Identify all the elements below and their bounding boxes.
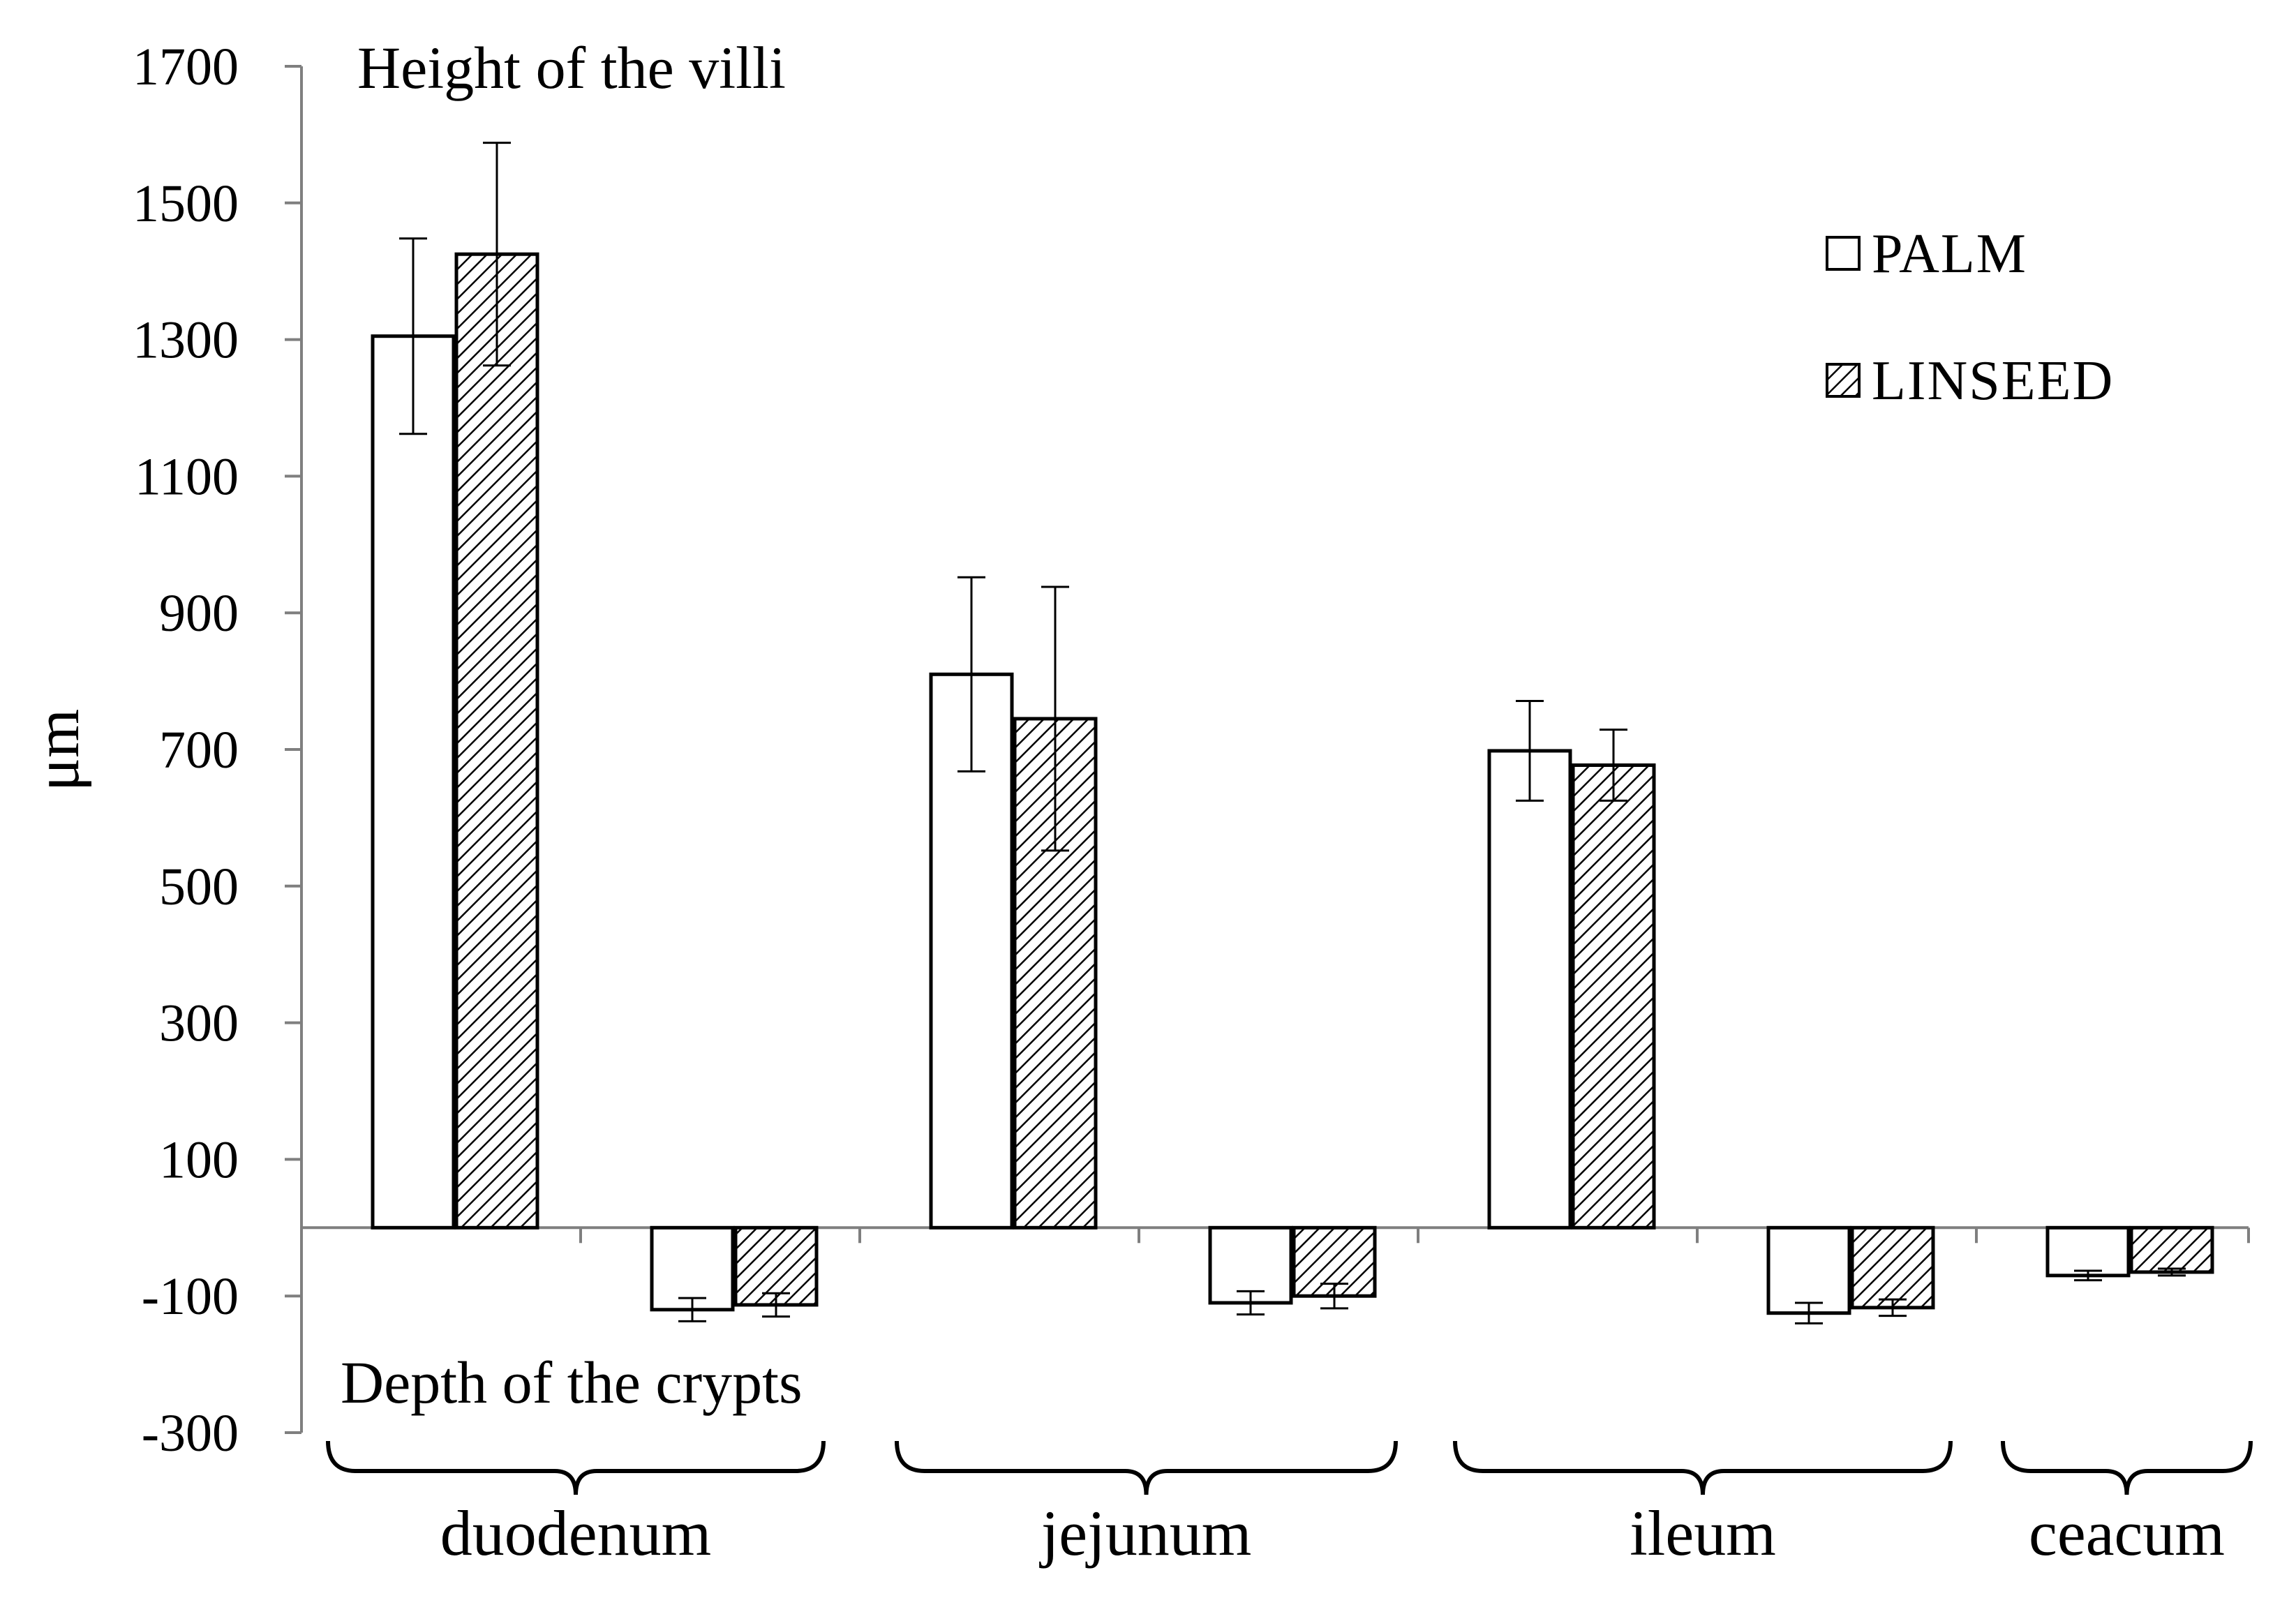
- group-label-jejunum: jejunum: [1039, 1498, 1252, 1569]
- bar-linseed-duodenum-crypts: [733, 1225, 819, 1307]
- legend: PALM LINSEED: [1826, 223, 2114, 412]
- y-tick-label: 1100: [135, 447, 239, 506]
- y-tick-label: 1300: [133, 311, 239, 370]
- error-bar-palm-ceacum-crypts: [2074, 1269, 2102, 1282]
- error-bar-palm-jejunum-villi: [957, 576, 985, 772]
- y-tick-label: 1500: [133, 174, 239, 233]
- y-tick-label: 700: [159, 721, 239, 779]
- legend-swatch-palm: [1826, 236, 1861, 271]
- group-braces: duodenum jejunum ileum ceacum: [326, 1440, 2253, 1569]
- bar-palm-ceacum-crypts: [2045, 1225, 2131, 1278]
- y-axis-label: μm: [23, 709, 92, 791]
- error-bar-linseed-ileum-crypts: [1879, 1298, 1907, 1317]
- error-bar-palm-duodenum-villi: [399, 237, 427, 435]
- bar-palm-ileum-crypts: [1766, 1225, 1851, 1315]
- y-tick-label: 900: [159, 584, 239, 643]
- brace-jejunum: [895, 1440, 1398, 1495]
- y-tick-labels: 1700 1500 1300 1100 900 700 500 300 100 -100 -300: [133, 38, 239, 1463]
- brace-ceacum: [2001, 1440, 2253, 1495]
- brace-ileum: [1453, 1440, 1953, 1495]
- bar-palm-ileum-villi: [1487, 749, 1572, 1230]
- y-tick-label: 100: [159, 1130, 239, 1189]
- group-label-ceacum: ceacum: [2029, 1498, 2225, 1569]
- y-tick-label: 500: [159, 858, 239, 916]
- error-bar-linseed-ileum-villi: [1600, 729, 1627, 802]
- bar-linseed-ileum-crypts: [1850, 1225, 1935, 1310]
- legend-swatch-linseed: [1826, 363, 1861, 398]
- error-bar-linseed-duodenum-crypts: [762, 1292, 790, 1318]
- bar-linseed-duodenum-villi: [454, 252, 539, 1230]
- legend-label-linseed: LINSEED: [1872, 350, 2114, 412]
- y-tick-label: -100: [142, 1267, 239, 1326]
- error-bars: [399, 142, 2186, 1324]
- error-bar-linseed-duodenum-villi: [483, 142, 511, 367]
- group-label-ileum: ileum: [1630, 1498, 1776, 1569]
- error-bar-palm-duodenum-crypts: [678, 1297, 706, 1322]
- error-bar-linseed-ceacum-crypts: [2158, 1267, 2186, 1277]
- error-bar-palm-ileum-villi: [1516, 699, 1544, 802]
- error-bar-linseed-jejunum-villi: [1041, 585, 1069, 852]
- error-bar-palm-jejunum-crypts: [1237, 1290, 1265, 1316]
- bar-linseed-ceacum-crypts: [2129, 1225, 2214, 1274]
- y-tick-label: 1700: [133, 38, 239, 96]
- bar-palm-duodenum-villi: [371, 334, 456, 1230]
- bars: [371, 252, 2214, 1315]
- bar-palm-duodenum-crypts: [650, 1225, 735, 1312]
- annotation-depth-of-crypts: Depth of the crypts: [341, 1349, 803, 1416]
- legend-label-palm: PALM: [1872, 223, 2027, 285]
- bar-linseed-ileum-villi: [1571, 763, 1656, 1230]
- y-tick-label: -300: [142, 1404, 239, 1463]
- error-bar-linseed-jejunum-crypts: [1320, 1283, 1348, 1310]
- group-label-duodenum: duodenum: [440, 1498, 711, 1569]
- error-bar-palm-ileum-crypts: [1795, 1301, 1823, 1324]
- annotation-height-of-villi: Height of the villi: [357, 34, 786, 101]
- brace-duodenum: [326, 1440, 826, 1495]
- y-tick-label: 300: [159, 994, 239, 1053]
